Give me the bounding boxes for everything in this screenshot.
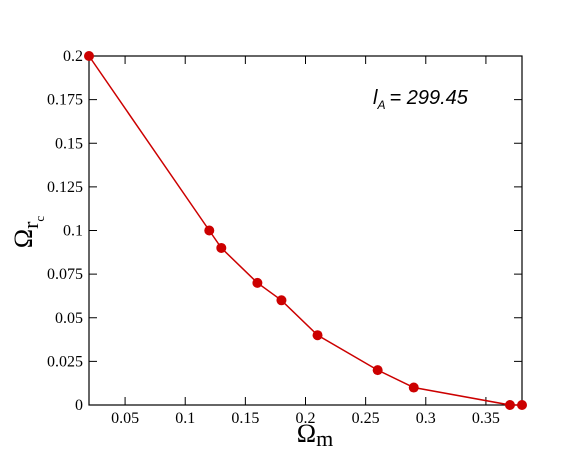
x-tick-label: 0.15	[231, 410, 259, 427]
point	[252, 277, 263, 288]
y-label-subsubscript: c	[32, 216, 47, 222]
y-label-subscript: r	[18, 221, 43, 229]
annotation: lA = 299.45	[373, 87, 469, 112]
point	[84, 51, 94, 61]
x-tick-label: 0.25	[352, 410, 380, 427]
x-tick-label: 0.2	[296, 410, 316, 427]
annotation-symbol: l	[373, 87, 378, 109]
point	[276, 295, 287, 306]
y-tick-label: 0.125	[47, 179, 83, 196]
point	[216, 242, 227, 253]
x-label-subscript: m	[316, 426, 333, 451]
point	[312, 330, 323, 341]
y-tick-label: 0.175	[47, 92, 83, 109]
x-tick-label: 0.05	[111, 410, 139, 427]
point	[504, 400, 515, 410]
x-tick-label: 0.3	[416, 410, 436, 427]
point	[517, 400, 527, 410]
y-axis-label: Ωrc	[9, 216, 47, 249]
y-label-symbol: Ω	[9, 229, 38, 248]
annotation-subscript: A	[376, 98, 385, 112]
point	[408, 382, 419, 393]
point	[204, 225, 215, 236]
y-tick-label: 0.1	[63, 223, 83, 240]
annotation-text: = 299.45	[389, 87, 468, 109]
y-tick-label: 0.075	[47, 266, 83, 283]
y-tick-label: 0	[75, 397, 83, 414]
line	[88, 55, 522, 406]
y-tick-label: 0.05	[55, 310, 83, 327]
y-tick-label: 0.2	[63, 48, 83, 65]
x-axis-label: Ωm	[297, 419, 333, 451]
y-tick-label: 0.025	[47, 353, 83, 370]
x-tick-label: 0.1	[175, 410, 195, 427]
x-label-symbol: Ω	[297, 419, 316, 448]
x-tick-label: 0.35	[472, 410, 500, 427]
y-tick-label: 0.15	[55, 135, 83, 152]
point	[372, 365, 383, 376]
